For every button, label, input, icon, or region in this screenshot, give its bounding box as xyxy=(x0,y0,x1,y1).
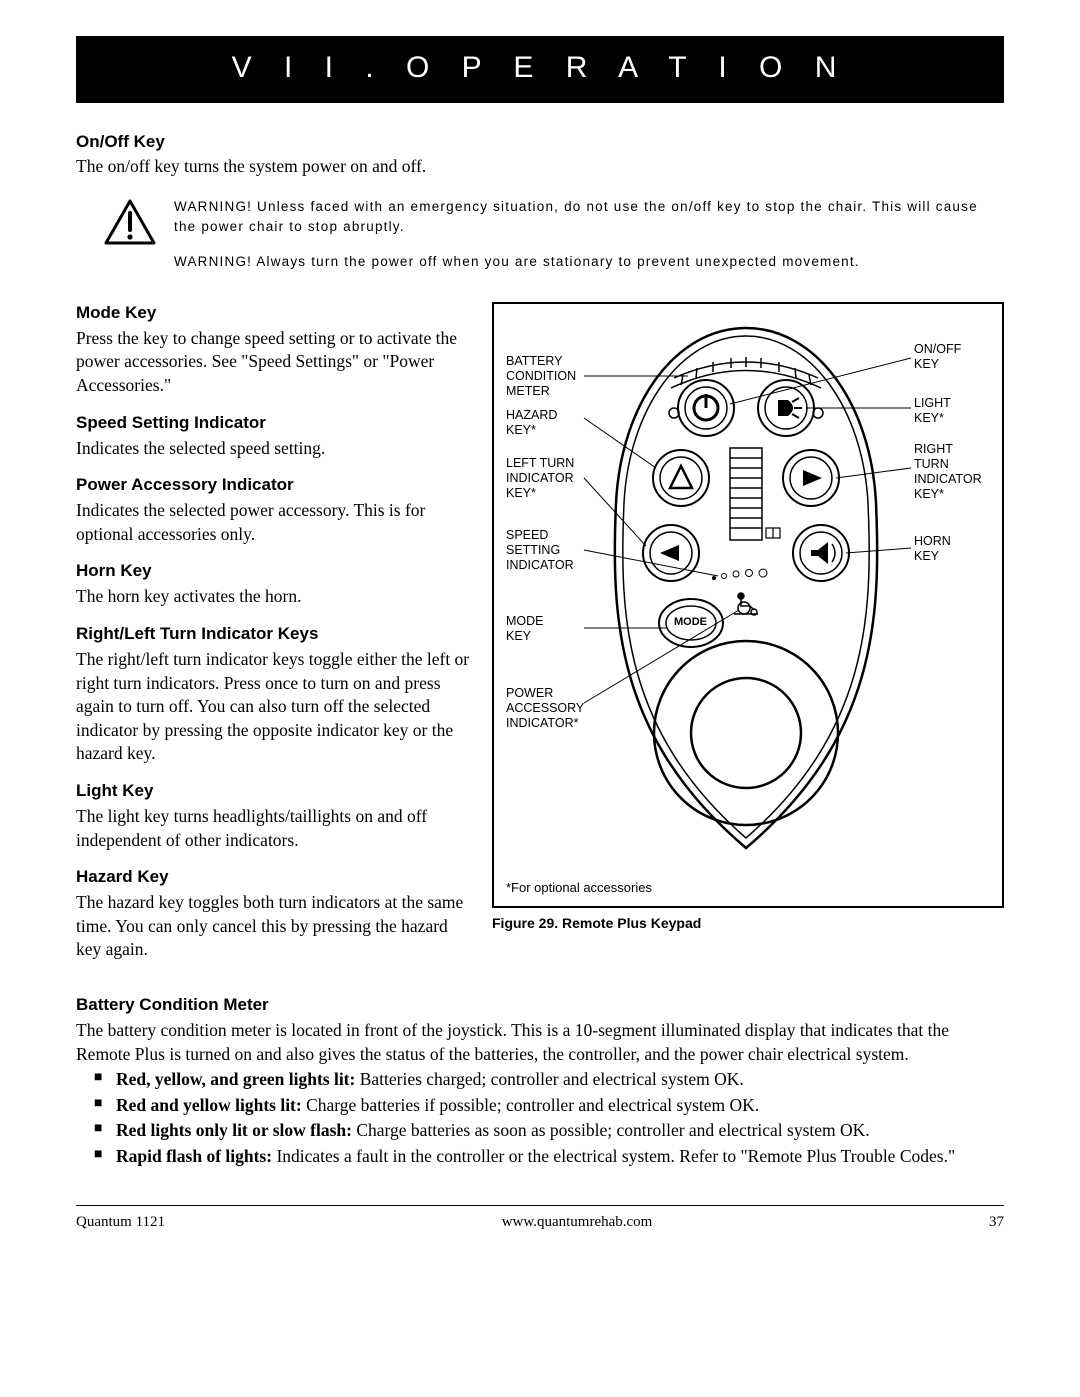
section-battery: Battery Condition Meter The battery cond… xyxy=(76,994,1004,1169)
keypad-diagram: BATTERY CONDITION METER HAZARD KEY* LEFT… xyxy=(506,318,990,873)
warning-text-2: WARNING! Always turn the power off when … xyxy=(174,252,1004,272)
list-item: Red and yellow lights lit: Charge batter… xyxy=(76,1094,1004,1118)
mode-button-text: MODE xyxy=(674,616,707,629)
section-onoff: On/Off Key The on/off key turns the syst… xyxy=(76,131,1004,180)
footer-right: 37 xyxy=(989,1212,1004,1232)
list-item: Red lights only lit or slow flash: Charg… xyxy=(76,1119,1004,1143)
label-leftturn: LEFT TURN INDICATOR KEY* xyxy=(506,456,574,501)
section-power: Power Accessory Indicator Indicates the … xyxy=(76,474,474,546)
label-battery: BATTERY CONDITION METER xyxy=(506,354,576,399)
page-header: V I I . O P E R A T I O N xyxy=(76,36,1004,103)
label-speed: SPEED SETTING INDICATOR xyxy=(506,528,574,573)
list-item: Red, yellow, and green lights lit: Batte… xyxy=(76,1068,1004,1092)
section-speed: Speed Setting Indicator Indicates the se… xyxy=(76,412,474,461)
warning-block: WARNING! Unless faced with an emergency … xyxy=(104,197,1004,286)
section-horn: Horn Key The horn key activates the horn… xyxy=(76,560,474,609)
page-footer: Quantum 1121 www.quantumrehab.com 37 xyxy=(76,1205,1004,1232)
section-hazard: Hazard Key The hazard key toggles both t… xyxy=(76,866,474,962)
label-poweracc: POWER ACCESSORY INDICATOR* xyxy=(506,686,584,731)
figure-footnote: *For optional accessories xyxy=(506,879,990,897)
warning-icon xyxy=(104,199,156,245)
warning-text-1: WARNING! Unless faced with an emergency … xyxy=(174,197,1004,238)
label-mode: MODE KEY xyxy=(506,614,544,644)
label-horn: HORN KEY xyxy=(914,534,951,564)
section-light: Light Key The light key turns headlights… xyxy=(76,780,474,852)
label-rightturn: RIGHT TURN INDICATOR KEY* xyxy=(914,442,982,502)
list-item: Rapid flash of lights: Indicates a fault… xyxy=(76,1145,1004,1169)
label-hazard: HAZARD KEY* xyxy=(506,408,557,438)
section-body: The on/off key turns the system power on… xyxy=(76,155,1004,179)
label-onoff: ON/OFF KEY xyxy=(914,342,961,372)
figure-box: BATTERY CONDITION METER HAZARD KEY* LEFT… xyxy=(492,302,1004,909)
section-turn: Right/Left Turn Indicator Keys The right… xyxy=(76,623,474,766)
figure-caption: Figure 29. Remote Plus Keypad xyxy=(492,914,1004,933)
section-mode: Mode Key Press the key to change speed s… xyxy=(76,302,474,398)
section-title: On/Off Key xyxy=(76,131,1004,154)
footer-left: Quantum 1121 xyxy=(76,1212,165,1232)
battery-bullet-list: Red, yellow, and green lights lit: Batte… xyxy=(76,1068,1004,1169)
footer-center: www.quantumrehab.com xyxy=(502,1212,653,1232)
label-light: LIGHT KEY* xyxy=(914,396,951,426)
